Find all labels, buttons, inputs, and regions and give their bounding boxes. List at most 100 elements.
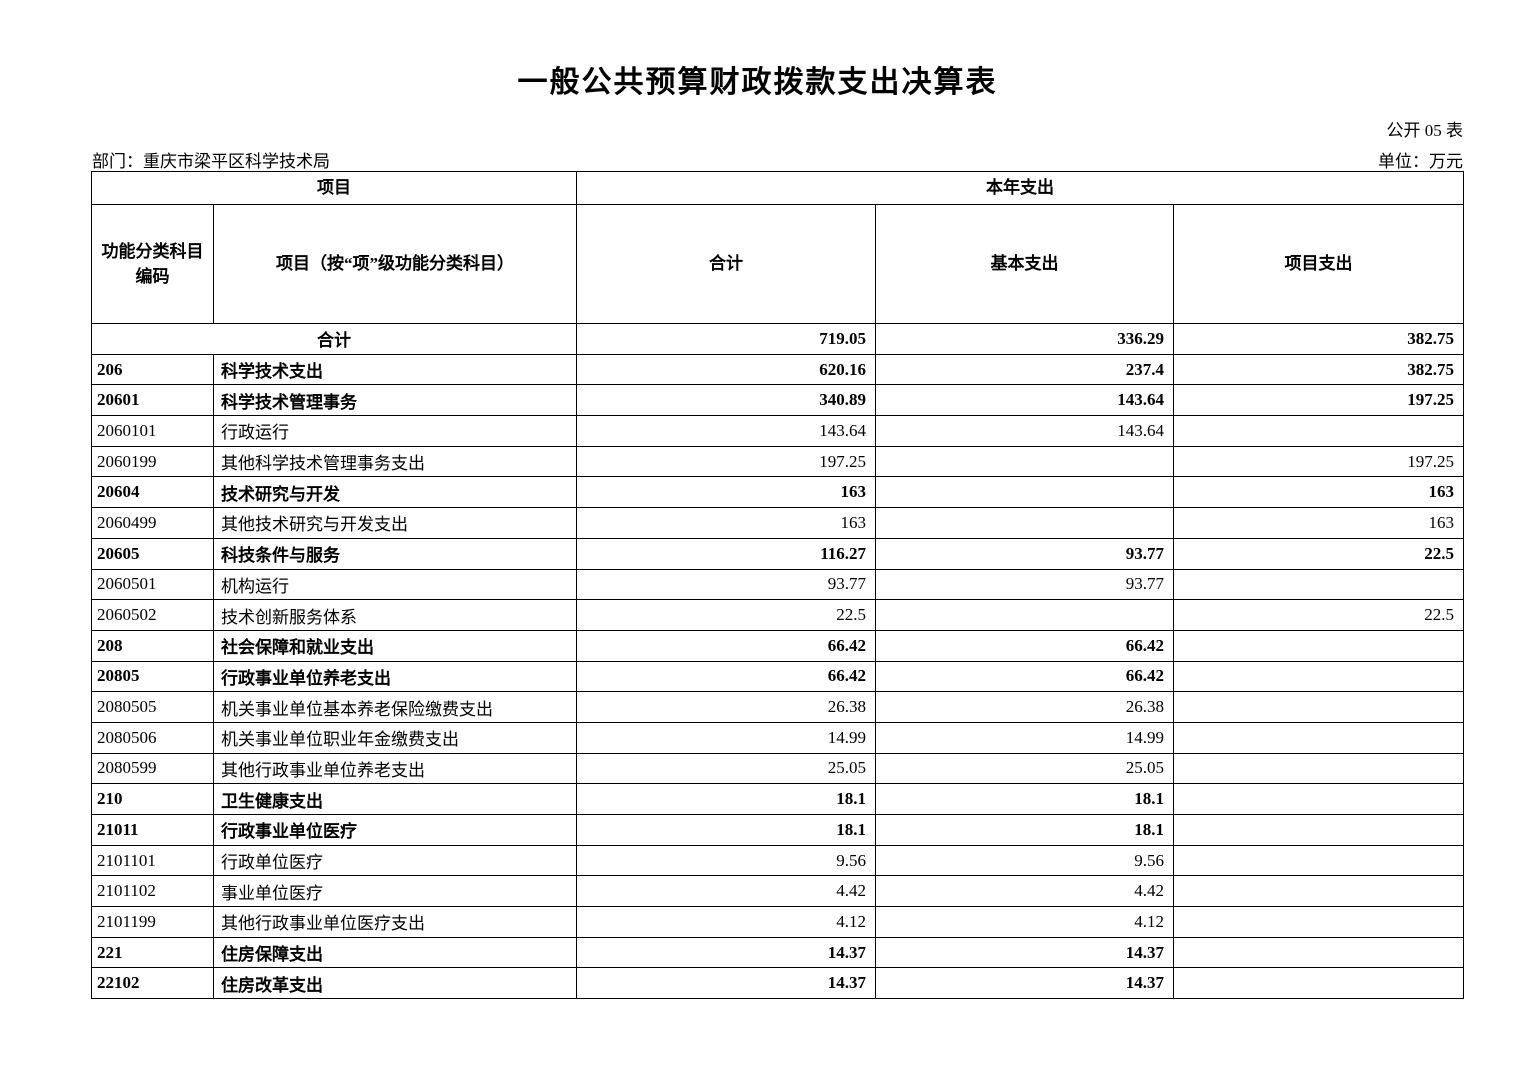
row-basic: 18.1 bbox=[875, 783, 1174, 815]
row-total: 26.38 bbox=[576, 691, 876, 723]
row-project bbox=[1173, 875, 1464, 908]
row-name: 科学技术管理事务 bbox=[213, 384, 577, 417]
row-name: 住房改革支出 bbox=[213, 967, 577, 1000]
row-project: 382.75 bbox=[1173, 323, 1464, 355]
unit-label: 单位：万元 bbox=[1378, 152, 1463, 171]
row-code: 22102 bbox=[91, 967, 214, 1000]
header-group-current-year: 本年支出 bbox=[576, 171, 1464, 205]
row-project bbox=[1173, 814, 1464, 846]
row-name: 技术研究与开发 bbox=[213, 476, 577, 509]
row-basic: 14.37 bbox=[875, 967, 1174, 1000]
header-col-item: 项目（按“项”级功能分类科目） bbox=[213, 204, 577, 324]
row-total: 197.25 bbox=[576, 445, 876, 478]
row-name: 机构运行 bbox=[213, 568, 577, 601]
row-basic bbox=[875, 445, 1174, 478]
row-code: 2060502 bbox=[91, 599, 214, 631]
row-total: 14.99 bbox=[576, 721, 876, 754]
row-code: 2080506 bbox=[91, 721, 214, 754]
table-row: 2060101 行政运行 143.64 143.64 bbox=[91, 415, 1464, 447]
row-total: 143.64 bbox=[576, 415, 876, 447]
row-name: 卫生健康支出 bbox=[213, 783, 577, 815]
row-total: 18.1 bbox=[576, 783, 876, 815]
header-group-item: 项目 bbox=[91, 171, 577, 205]
row-name: 技术创新服务体系 bbox=[213, 599, 577, 631]
row-code: 20601 bbox=[91, 384, 214, 417]
row-project bbox=[1173, 967, 1464, 1000]
table-row: 2060499 其他技术研究与开发支出 163 163 bbox=[91, 507, 1464, 539]
table-row: 221 住房保障支出 14.37 14.37 bbox=[91, 936, 1464, 969]
row-name: 机关事业单位职业年金缴费支出 bbox=[213, 721, 577, 754]
table-row: 2060501 机构运行 93.77 93.77 bbox=[91, 568, 1464, 601]
table-row: 20604 技术研究与开发 163 163 bbox=[91, 476, 1464, 509]
row-code: 2101199 bbox=[91, 906, 214, 938]
row-basic: 66.42 bbox=[875, 660, 1174, 693]
row-project bbox=[1173, 660, 1464, 693]
row-code: 206 bbox=[91, 353, 214, 386]
table-row: 2080599 其他行政事业单位养老支出 25.05 25.05 bbox=[91, 752, 1464, 785]
row-name: 其他科学技术管理事务支出 bbox=[213, 445, 577, 478]
row-name: 合计 bbox=[91, 323, 577, 355]
row-project bbox=[1173, 783, 1464, 815]
row-basic: 26.38 bbox=[875, 691, 1174, 723]
row-code: 2080505 bbox=[91, 691, 214, 723]
row-basic: 66.42 bbox=[875, 629, 1174, 662]
table-header: 项目 本年支出 功能分类科目编码 项目（按“项”级功能分类科目） 合计 基本支出… bbox=[91, 171, 1464, 324]
row-total: 719.05 bbox=[576, 323, 876, 355]
row-code: 2060499 bbox=[91, 507, 214, 539]
row-total: 116.27 bbox=[576, 537, 876, 570]
row-project bbox=[1173, 721, 1464, 754]
table-row: 22102 住房改革支出 14.37 14.37 bbox=[91, 967, 1464, 1000]
row-code: 2101101 bbox=[91, 844, 214, 877]
row-project bbox=[1173, 629, 1464, 662]
row-total: 9.56 bbox=[576, 844, 876, 877]
row-total: 18.1 bbox=[576, 814, 876, 846]
row-project: 22.5 bbox=[1173, 537, 1464, 570]
row-name: 事业单位医疗 bbox=[213, 875, 577, 908]
row-total: 14.37 bbox=[576, 936, 876, 969]
row-basic: 4.42 bbox=[875, 875, 1174, 908]
row-code: 20805 bbox=[91, 660, 214, 693]
table-row: 20601 科学技术管理事务 340.89 143.64 197.25 bbox=[91, 384, 1464, 417]
table-row: 2101102 事业单位医疗 4.42 4.42 bbox=[91, 875, 1464, 908]
row-name: 社会保障和就业支出 bbox=[213, 629, 577, 662]
row-name: 机关事业单位基本养老保险缴费支出 bbox=[213, 691, 577, 723]
row-project: 163 bbox=[1173, 507, 1464, 539]
row-basic: 4.12 bbox=[875, 906, 1174, 938]
row-code: 2080599 bbox=[91, 752, 214, 785]
row-code: 210 bbox=[91, 783, 214, 815]
row-name: 行政单位医疗 bbox=[213, 844, 577, 877]
row-basic: 14.37 bbox=[875, 936, 1174, 969]
row-name: 行政事业单位医疗 bbox=[213, 814, 577, 846]
row-basic: 336.29 bbox=[875, 323, 1174, 355]
table-row: 21011 行政事业单位医疗 18.1 18.1 bbox=[91, 814, 1464, 846]
row-project bbox=[1173, 415, 1464, 447]
row-project bbox=[1173, 752, 1464, 785]
table-row: 210 卫生健康支出 18.1 18.1 bbox=[91, 783, 1464, 815]
row-total: 4.12 bbox=[576, 906, 876, 938]
row-basic bbox=[875, 476, 1174, 509]
row-code: 2101102 bbox=[91, 875, 214, 908]
row-code: 2060101 bbox=[91, 415, 214, 447]
header-col-code: 功能分类科目编码 bbox=[91, 204, 214, 324]
row-total: 4.42 bbox=[576, 875, 876, 908]
row-name: 科技条件与服务 bbox=[213, 537, 577, 570]
row-basic: 237.4 bbox=[875, 353, 1174, 386]
row-project bbox=[1173, 906, 1464, 938]
row-project: 197.25 bbox=[1173, 445, 1464, 478]
row-project: 197.25 bbox=[1173, 384, 1464, 417]
row-basic: 9.56 bbox=[875, 844, 1174, 877]
table-row: 2080505 机关事业单位基本养老保险缴费支出 26.38 26.38 bbox=[91, 691, 1464, 723]
row-name: 其他行政事业单位养老支出 bbox=[213, 752, 577, 785]
row-total: 66.42 bbox=[576, 660, 876, 693]
table-row: 2080506 机关事业单位职业年金缴费支出 14.99 14.99 bbox=[91, 721, 1464, 754]
row-total: 66.42 bbox=[576, 629, 876, 662]
row-name: 住房保障支出 bbox=[213, 936, 577, 969]
row-project: 163 bbox=[1173, 476, 1464, 509]
row-total: 25.05 bbox=[576, 752, 876, 785]
table-row: 合计 719.05 336.29 382.75 bbox=[91, 323, 1464, 355]
row-name: 其他技术研究与开发支出 bbox=[213, 507, 577, 539]
row-total: 163 bbox=[576, 507, 876, 539]
row-basic: 25.05 bbox=[875, 752, 1174, 785]
row-basic: 14.99 bbox=[875, 721, 1174, 754]
